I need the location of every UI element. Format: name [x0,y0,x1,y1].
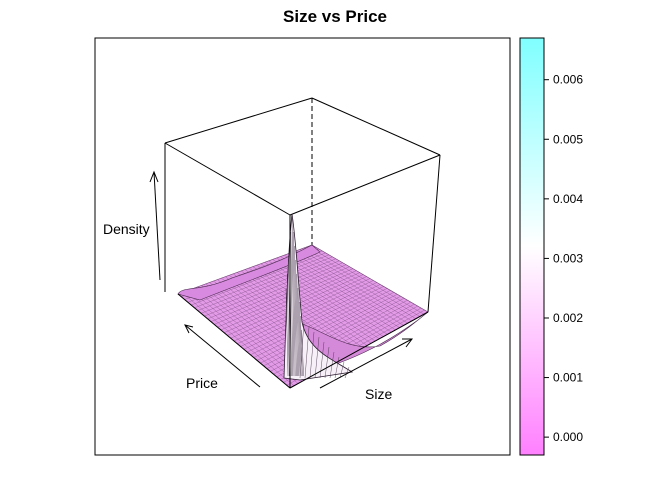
color-key-tick-label: 0.000 [553,430,583,444]
peak-wire [304,326,310,379]
mesh-line [300,249,416,319]
peak-wire [293,231,296,377]
mesh-line [256,265,372,344]
color-key: 0.000 0.001 0.002 0.003 0.004 0.005 0.006 [519,37,583,456]
mesh-line [307,246,425,315]
color-key-tick-label: 0.003 [553,251,583,265]
x-axis-label: Price [186,375,218,391]
peak-wire [314,336,320,379]
peak-wire [309,331,315,379]
mesh-line [264,262,380,339]
mesh-line [260,263,376,342]
wireframe-box-front [177,215,429,389]
surface [177,213,429,389]
panel-frame [94,37,511,456]
peak-wire [324,346,330,379]
color-key-tick-label: 0.005 [553,132,583,146]
mesh-line [304,247,420,317]
peak-wire [297,287,301,377]
mesh-line [288,253,404,326]
color-key-tick-label: 0.006 [553,73,583,87]
mesh-line [256,292,394,361]
mesh-line [252,266,368,346]
mesh-line [250,288,388,355]
color-key-tick-label: 0.001 [553,371,583,385]
mesh-line [292,252,408,324]
price-axis-arrow [184,324,261,388]
y-axis-label: Size [365,386,392,402]
mesh-line [240,282,377,347]
peak-wire [295,259,298,377]
mesh-line [237,280,374,344]
peak-wire [290,231,293,377]
mesh-line [248,267,364,348]
peak-wire [344,366,350,379]
color-key-bar [519,37,545,456]
peak-wire [319,341,325,379]
mesh-line [243,284,381,350]
mesh-line [280,256,396,331]
color-key-tick-label: 0.004 [553,192,583,206]
peak-wire [296,273,299,377]
size-axis-arrow [319,338,413,389]
wireframe-box-back [164,97,441,313]
peak-wire [339,361,345,379]
peak-wire [299,321,305,379]
axis-arrows [149,170,413,389]
mesh-line [260,294,398,364]
mesh-line [247,286,384,353]
mesh-line [296,250,412,322]
z-axis-label: Density [103,221,150,237]
peak-wire [301,329,304,377]
mesh-line [284,254,400,328]
peak-wire [334,356,340,379]
color-key-tick-label: 0.002 [553,311,583,325]
chart-title: Size vs Price [283,7,387,26]
mesh-line [253,290,391,358]
peak-wire [287,273,290,377]
density-axis-arrow [153,171,161,281]
peak-wire [294,245,297,377]
mesh-line [233,278,371,342]
color-key-ticks: 0.000 0.001 0.002 0.003 0.004 0.005 0.006 [544,73,583,444]
peak-wire [285,287,289,377]
peak-wire [300,315,303,377]
peak-wire [291,217,295,377]
